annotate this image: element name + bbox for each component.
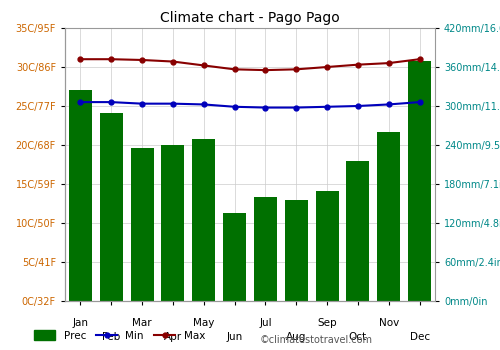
Title: Climate chart - Pago Pago: Climate chart - Pago Pago	[160, 12, 340, 26]
Bar	[346, 161, 370, 301]
Legend: Prec, Min, Max: Prec, Min, Max	[30, 326, 209, 345]
Text: ©climatestotravel.com: ©climatestotravel.com	[260, 335, 373, 345]
Text: Oct: Oct	[349, 331, 367, 342]
Bar	[130, 148, 154, 301]
Text: Dec: Dec	[410, 331, 430, 342]
Text: Mar: Mar	[132, 318, 152, 328]
Text: Apr: Apr	[164, 331, 182, 342]
Bar	[316, 190, 338, 301]
Bar	[100, 112, 123, 301]
Bar	[408, 61, 431, 301]
Bar	[223, 213, 246, 301]
Bar	[254, 197, 277, 301]
Text: Aug: Aug	[286, 331, 306, 342]
Bar	[162, 145, 184, 301]
Text: May: May	[193, 318, 214, 328]
Text: Sep: Sep	[318, 318, 337, 328]
Bar	[377, 132, 400, 301]
Bar	[69, 90, 92, 301]
Text: Jan: Jan	[72, 318, 88, 328]
Text: Nov: Nov	[378, 318, 399, 328]
Text: Feb: Feb	[102, 331, 120, 342]
Bar	[192, 139, 216, 301]
Bar	[284, 200, 308, 301]
Text: Jun: Jun	[226, 331, 242, 342]
Text: Jul: Jul	[259, 318, 272, 328]
